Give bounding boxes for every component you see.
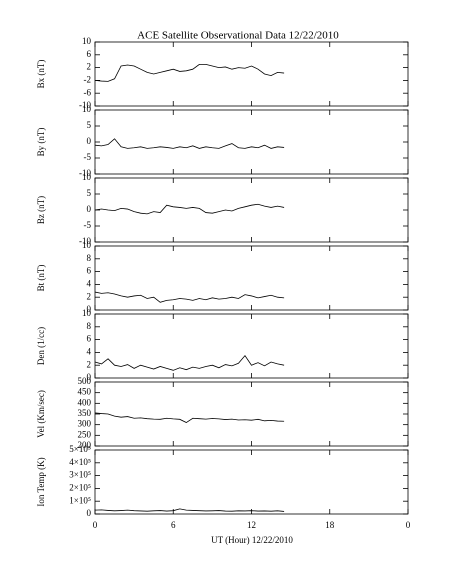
y-tick-label: 0 xyxy=(87,204,92,214)
y-tick-label: -5 xyxy=(84,220,92,230)
y-axis-label: Bt (nT) xyxy=(36,265,46,292)
y-axis-label: Bz (nT) xyxy=(36,196,46,224)
y-tick-label: 6 xyxy=(87,49,92,59)
y-tick-label: 5×10⁵ xyxy=(69,444,91,454)
y-tick-label: 10 xyxy=(82,172,92,182)
y-tick-label: -10 xyxy=(79,168,91,178)
y-tick-label: 5 xyxy=(87,188,92,198)
data-line xyxy=(94,203,285,215)
y-tick-label: 6 xyxy=(87,266,92,276)
panel-frame xyxy=(94,313,409,379)
y-axis-label: Den (1/cc) xyxy=(36,327,46,365)
data-line xyxy=(94,291,285,303)
y-tick-label: 8 xyxy=(87,321,92,331)
x-axis-label: UT (Hour) 12/22/2010 xyxy=(211,535,293,545)
panel-frame xyxy=(94,245,409,311)
y-tick-label: 1×10⁵ xyxy=(69,495,91,505)
y-axis-label: Vel (Km/sec) xyxy=(36,390,46,438)
x-tick-label: 0 xyxy=(406,520,411,530)
data-line xyxy=(94,138,285,149)
y-tick-label: -2 xyxy=(84,74,92,84)
y-tick-label: 500 xyxy=(78,376,92,386)
y-tick-label: 3×10⁵ xyxy=(69,470,91,480)
y-tick-label: 250 xyxy=(78,429,92,439)
y-tick-label: 0 xyxy=(87,508,92,518)
panel-frame xyxy=(94,41,409,107)
y-tick-label: 2×10⁵ xyxy=(69,482,91,492)
data-line xyxy=(94,412,285,423)
y-axis-label: By (nT) xyxy=(36,128,46,157)
y-tick-label: 2 xyxy=(87,291,92,301)
y-tick-label: 300 xyxy=(78,419,92,429)
y-tick-label: 8 xyxy=(87,253,92,263)
y-tick-label: 0 xyxy=(87,372,92,382)
y-axis-label: Bx (nT) xyxy=(36,60,46,89)
data-line xyxy=(94,354,285,371)
y-axis-label: Ion Temp (K) xyxy=(36,457,46,506)
panel-frame xyxy=(94,109,409,175)
y-tick-label: 0 xyxy=(87,136,92,146)
y-tick-label: 2 xyxy=(87,359,92,369)
y-tick-label: 350 xyxy=(78,408,92,418)
chart-title: ACE Satellite Observational Data 12/22/2… xyxy=(137,30,339,42)
data-line xyxy=(94,64,285,82)
y-tick-label: -10 xyxy=(79,100,91,110)
y-tick-label: 4 xyxy=(87,278,92,288)
y-tick-label: 400 xyxy=(78,397,92,407)
panel-frame xyxy=(94,177,409,243)
y-tick-label: 0 xyxy=(87,304,92,314)
y-tick-label: -10 xyxy=(79,236,91,246)
x-tick-label: 0 xyxy=(93,520,98,530)
y-tick-label: 450 xyxy=(78,387,92,397)
y-tick-label: 10 xyxy=(82,240,92,250)
y-tick-label: 4×10⁵ xyxy=(69,457,91,467)
y-tick-label: 2 xyxy=(87,62,92,72)
data-line xyxy=(94,508,285,512)
y-tick-label: -6 xyxy=(84,87,92,97)
x-tick-label: 12 xyxy=(247,520,256,530)
y-tick-label: 200 xyxy=(78,440,92,450)
y-tick-label: 4 xyxy=(87,346,92,356)
y-tick-label: 10 xyxy=(82,36,92,46)
y-tick-label: -5 xyxy=(84,152,92,162)
x-tick-label: 6 xyxy=(171,520,176,530)
y-tick-label: 10 xyxy=(82,308,92,318)
panel-frame xyxy=(94,449,409,515)
panel-frame xyxy=(94,381,409,447)
y-tick-label: 6 xyxy=(87,334,92,344)
y-tick-label: 10 xyxy=(82,104,92,114)
y-tick-label: 5 xyxy=(87,120,92,130)
x-tick-label: 18 xyxy=(325,520,335,530)
